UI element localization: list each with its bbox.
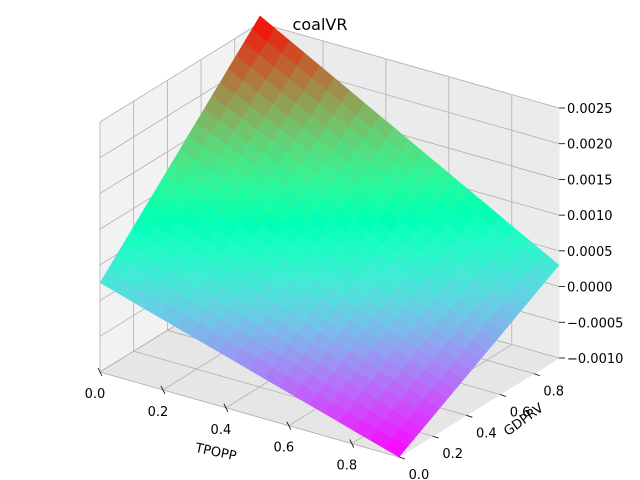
x-tick-label: 0.4 [211, 423, 232, 438]
z-tick-label: 0.0000 [567, 281, 613, 296]
surface [99, 15, 560, 458]
x-tick-label: 0.6 [273, 441, 294, 456]
y-tick [432, 435, 439, 439]
tick-marks [97, 107, 565, 460]
x-tick-label: 0.2 [148, 405, 169, 420]
gridline-y-floor [99, 371, 400, 458]
y-tick [499, 394, 507, 397]
y-tick-label: 0.4 [476, 426, 497, 441]
x-tick [97, 367, 103, 377]
y-tick-label: 0.8 [543, 385, 564, 400]
z-tick-label: 0.0015 [567, 173, 613, 188]
z-tick-label: −0.0005 [567, 316, 623, 331]
z-tick-label: 0.0010 [567, 209, 613, 224]
y-tick [398, 456, 406, 460]
x-axis-label: TPOPP [193, 441, 238, 465]
y-tick [466, 414, 473, 418]
tick-labels: 0.0 0.2 0.4 0.6 0.8 0.0 0.2 0.4 0.6 0.8 −0.0010 −0.… [85, 102, 624, 480]
x-tick-label: 0.8 [336, 459, 357, 474]
y-tick [533, 373, 540, 377]
z-tick-label: 0.0005 [567, 245, 613, 260]
x-tick-label: 0.0 [85, 387, 106, 402]
gridline-z-right [259, 22, 560, 109]
y-tick-label: 0.6 [510, 405, 531, 420]
z-tick-label: 0.0025 [567, 102, 613, 117]
x-tick [223, 403, 229, 412]
z-tick-label: −0.0010 [567, 352, 623, 367]
y-tick-label: 0.0 [409, 468, 430, 480]
y-tick-label: 0.2 [442, 447, 463, 462]
surface-cell [383, 438, 408, 458]
x-tick [286, 421, 292, 430]
z-tick-label: 0.0020 [567, 138, 613, 153]
gridline-z-left [99, 22, 261, 123]
x-tick [349, 439, 355, 448]
chart-title: coalVR [293, 15, 348, 34]
x-tick [160, 385, 166, 395]
